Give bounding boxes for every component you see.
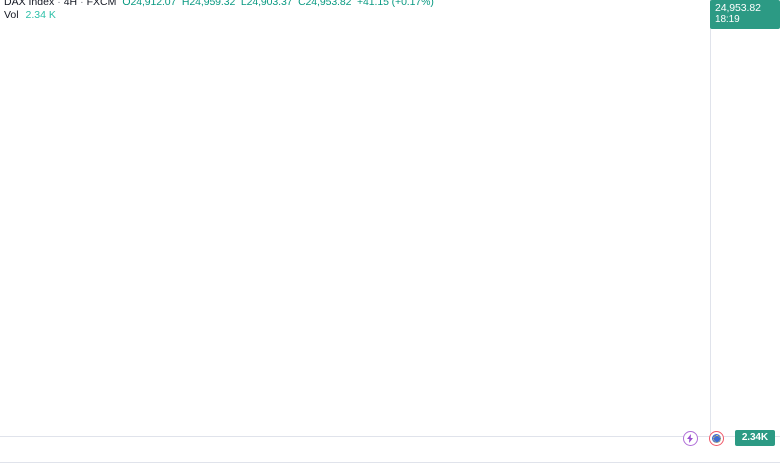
lightning-bolt-icon[interactable]	[682, 430, 698, 446]
eu-flag-inner	[711, 433, 722, 443]
eu-flag-icon[interactable]	[708, 430, 724, 446]
price-scale[interactable]	[710, 0, 780, 436]
volume-badge: 2.34K	[734, 430, 775, 446]
current-price-value: 24,953.82	[715, 2, 761, 14]
current-price-tag: 24,953.82 18:19	[710, 0, 780, 29]
time-scale[interactable]	[0, 436, 780, 470]
chart-plot-area[interactable]	[0, 0, 710, 436]
current-price-time: 18:19	[715, 14, 740, 25]
time-scale-top-divider	[0, 436, 780, 437]
price-scale-divider	[710, 0, 711, 436]
time-scale-bottom-divider	[0, 462, 780, 463]
chart-badges: 2.34K	[682, 430, 775, 446]
